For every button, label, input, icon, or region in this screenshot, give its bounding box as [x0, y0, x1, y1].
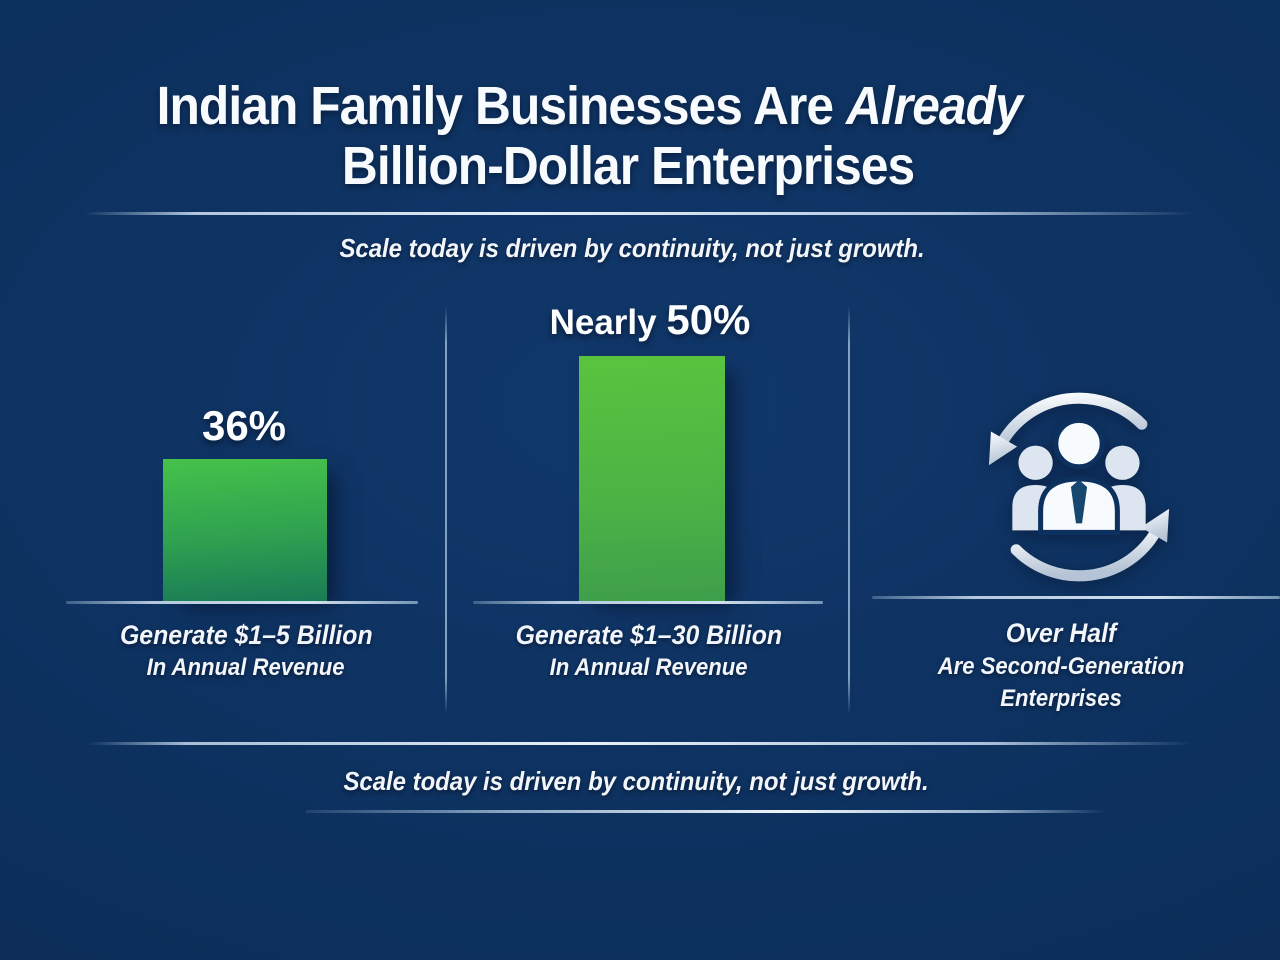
- caption-3-line-1-text: Over Half: [1005, 618, 1117, 648]
- stat-2-number-text: 50%: [666, 296, 751, 343]
- caption-2-line-1: Generate $1–30 Billion: [444, 620, 854, 650]
- cycle-arrow-top-arc: [996, 392, 1148, 449]
- people-cycle-icon-svg: [988, 392, 1170, 582]
- caption-3-line-1: Over Half: [866, 618, 1256, 648]
- baseline-column-3: [872, 596, 1280, 599]
- stat-1-value-text: 36%: [201, 402, 287, 449]
- caption-3-line-3-text: Enterprises: [1000, 685, 1122, 712]
- stat-value-36-percent: 36%: [68, 402, 420, 450]
- footer-divider-line: [88, 742, 1192, 745]
- title-line-2: Billion-Dollar Enterprises: [0, 136, 1256, 196]
- column-divider-1: [445, 306, 447, 714]
- people-cycle-icon: [978, 386, 1180, 588]
- baseline-column-2: [473, 601, 823, 604]
- subtitle-text: Scale today is driven by continuity, not…: [339, 233, 925, 263]
- caption-1-line-1: Generate $1–5 Billion: [40, 620, 452, 650]
- center-person-icon: [1038, 417, 1120, 535]
- footer-tagline: Scale today is driven by continuity, not…: [0, 764, 1272, 798]
- caption-1-line-2: In Annual Revenue: [40, 654, 452, 682]
- header-divider-line: [84, 212, 1196, 215]
- caption-3-line-2-text: Are Second-Generation: [937, 653, 1185, 680]
- baseline-column-1: [66, 601, 418, 604]
- column-divider-2: [848, 306, 850, 714]
- title-line-1: Indian Family Businesses Are Already: [0, 76, 1178, 136]
- caption-2-line-1-text: Generate $1–30 Billion: [515, 620, 783, 650]
- stat-2-prefix-text: Nearly: [549, 303, 667, 342]
- caption-3-line-2: Are Second-Generation: [866, 653, 1256, 681]
- title-line-2-text: Billion-Dollar Enterprises: [341, 136, 915, 196]
- stat-value-nearly-50-percent: Nearly 50%: [470, 296, 830, 347]
- title-line-1-text: Indian Family Businesses Are Already: [156, 76, 1023, 136]
- caption-1-line-1-text: Generate $1–5 Billion: [119, 620, 373, 650]
- bar-36-percent: [163, 459, 327, 602]
- caption-2-line-2-text: In Annual Revenue: [550, 654, 748, 681]
- bar-50-percent: [579, 356, 725, 602]
- title-regular-part: Indian Family Businesses Are: [156, 76, 846, 136]
- cycle-arrowhead-left-icon: [988, 431, 1018, 466]
- caption-2-line-2: In Annual Revenue: [444, 654, 854, 682]
- cycle-arrowhead-right-icon: [1140, 508, 1170, 543]
- caption-1-line-2-text: In Annual Revenue: [147, 654, 345, 681]
- subtitle: Scale today is driven by continuity, not…: [0, 231, 1264, 265]
- footer-accent-line: [306, 810, 1106, 813]
- tie-icon: [1070, 479, 1088, 524]
- cycle-arrow-bottom-arc: [1010, 525, 1162, 582]
- stat-2-value-text: Nearly 50%: [550, 296, 751, 343]
- footer-tagline-text: Scale today is driven by continuity, not…: [343, 766, 929, 796]
- title-emphasis-already: Already: [845, 76, 1023, 136]
- caption-3-line-3: Enterprises: [866, 685, 1256, 713]
